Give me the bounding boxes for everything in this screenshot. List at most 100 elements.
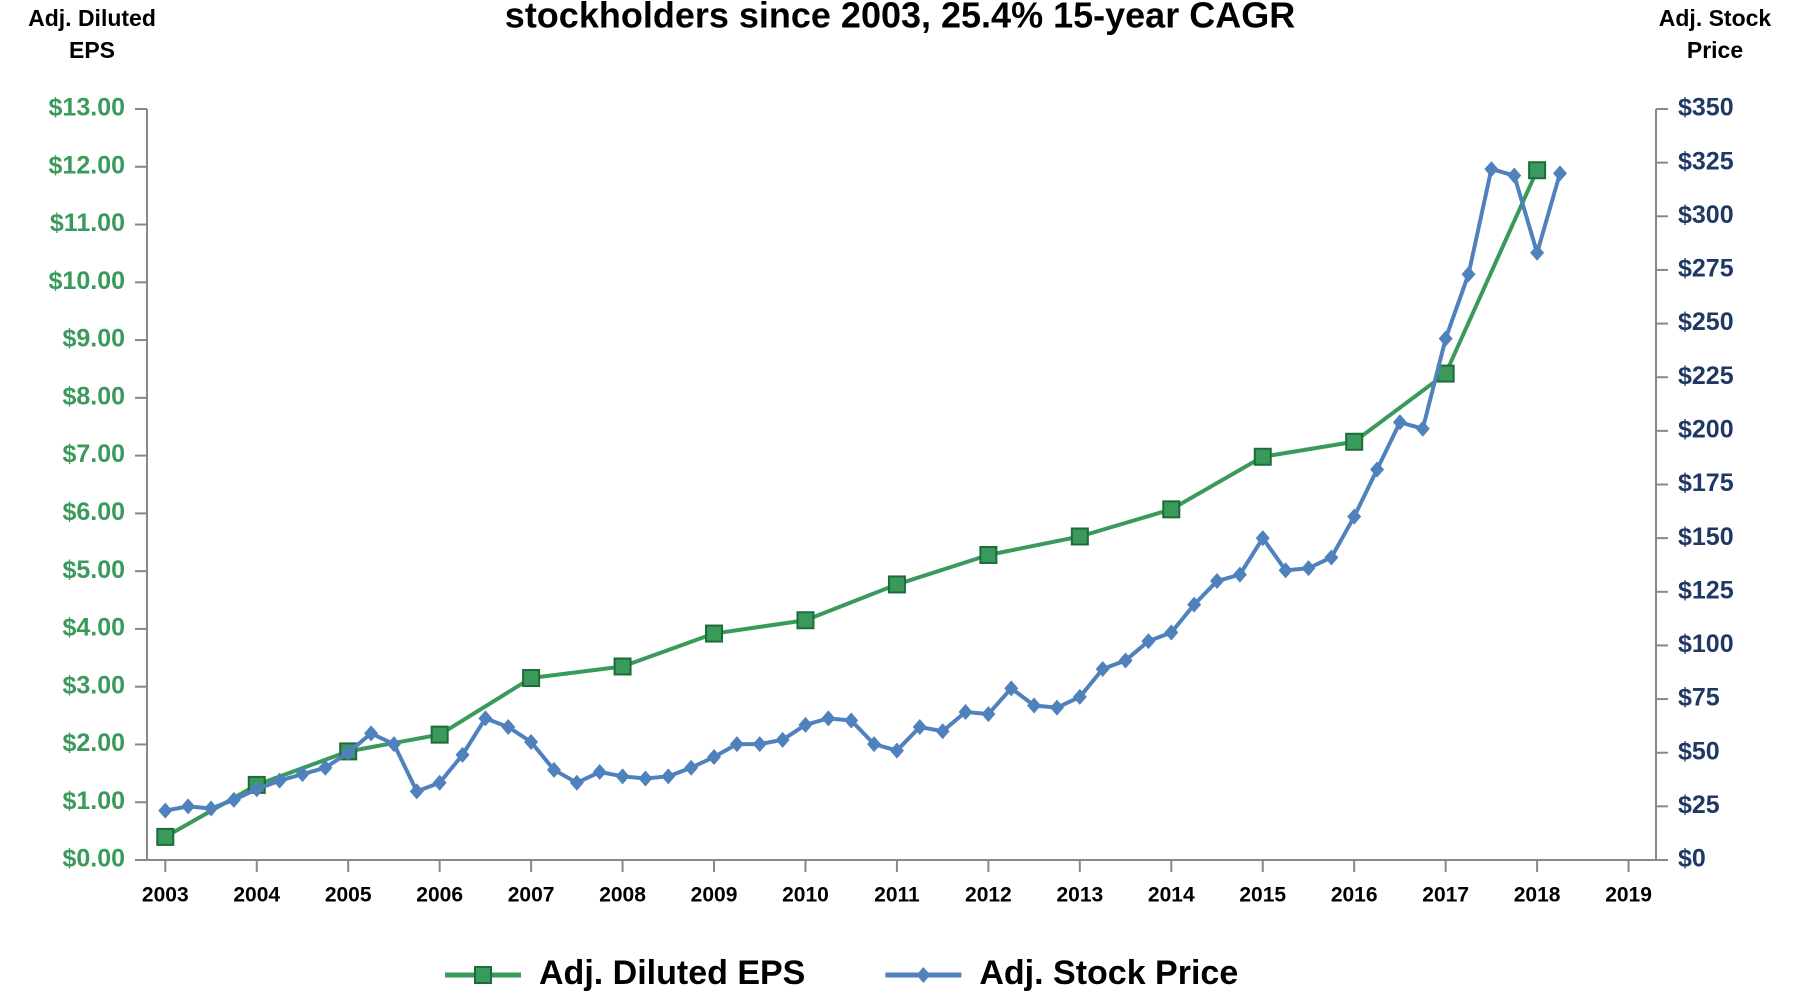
y-tick-label: $11.00 (50, 209, 125, 237)
marker (478, 710, 493, 727)
y-tick-label: $10.00 (49, 267, 125, 295)
marker (1141, 633, 1156, 650)
y2-tick-label: $325 (1678, 147, 1734, 175)
marker (1552, 165, 1567, 182)
y-tick-label: $2.00 (62, 729, 125, 757)
marker (1347, 508, 1362, 525)
x-tick-label: 2019 (1605, 884, 1652, 907)
marker (474, 966, 492, 984)
marker (1232, 566, 1247, 583)
y-axis-label: Adj. Diluted EPS (28, 5, 156, 63)
marker (705, 624, 724, 643)
marker (1484, 161, 1499, 178)
marker (181, 798, 196, 815)
marker (1461, 266, 1476, 283)
x-tick-label: 2013 (1056, 884, 1103, 907)
marker (318, 759, 333, 776)
marker (1095, 661, 1110, 678)
y-tick-label: $6.00 (62, 498, 125, 526)
marker (1253, 447, 1272, 466)
marker (158, 802, 173, 819)
y2-tick-label: $150 (1678, 523, 1734, 551)
marker (796, 611, 815, 630)
marker (430, 725, 449, 744)
marker (501, 718, 516, 735)
marker (889, 742, 904, 759)
y2-tick-label: $125 (1678, 576, 1734, 604)
legend-label: Adj. Diluted EPS (539, 954, 805, 992)
marker (684, 759, 699, 776)
x-tick-label: 2018 (1514, 884, 1561, 907)
marker (912, 718, 927, 735)
x-tick-label: 2015 (1239, 884, 1286, 907)
x-tick-label: 2010 (782, 884, 829, 907)
marker (1345, 432, 1364, 451)
y-tick-label: $7.00 (62, 440, 125, 468)
marker (1438, 330, 1453, 347)
y-tick-label: $1.00 (62, 787, 125, 815)
marker (1210, 573, 1225, 590)
marker (1049, 699, 1064, 716)
y2-tick-label: $200 (1678, 415, 1734, 443)
marker (409, 783, 424, 800)
chart-title: stockholders since 2003, 25.4% 15-year C… (505, 0, 1295, 36)
marker (522, 669, 541, 688)
y2-tick-label: $25 (1678, 791, 1720, 819)
marker (844, 712, 859, 729)
x-tick-label: 2016 (1331, 884, 1378, 907)
marker (1072, 688, 1087, 705)
y2-tick-label: $275 (1678, 255, 1734, 283)
marker (752, 736, 767, 753)
marker (546, 761, 561, 778)
x-tick-label: 2008 (599, 884, 646, 907)
x-tick-label: 2017 (1422, 884, 1469, 907)
marker (775, 731, 790, 748)
marker (569, 774, 584, 791)
marker (295, 766, 310, 783)
marker (249, 781, 264, 798)
marker (592, 764, 607, 781)
marker (1162, 500, 1181, 519)
y2-tick-label: $50 (1678, 737, 1720, 765)
y-tick-label: $4.00 (62, 614, 125, 642)
marker (226, 791, 241, 808)
marker (364, 725, 379, 742)
marker (916, 967, 931, 983)
y2-tick-label: $225 (1678, 362, 1734, 390)
x-tick-label: 2004 (233, 884, 280, 907)
y-tick-label: $13.00 (49, 94, 125, 122)
x-tick-label: 2014 (1148, 884, 1195, 907)
y2-tick-label: $0 (1678, 845, 1706, 873)
marker (615, 768, 630, 785)
marker (1507, 167, 1522, 184)
marker (729, 736, 744, 753)
marker (1415, 420, 1430, 437)
y-tick-label: $0.00 (62, 845, 125, 873)
marker (979, 545, 998, 564)
marker (613, 657, 632, 676)
x-tick-label: 2006 (416, 884, 463, 907)
y-tick-label: $12.00 (49, 151, 125, 179)
marker (707, 749, 722, 766)
marker (887, 575, 906, 594)
marker (432, 774, 447, 791)
y2-tick-label: $75 (1678, 684, 1720, 712)
x-tick-label: 2012 (965, 884, 1012, 907)
marker (798, 716, 813, 733)
marker (341, 744, 356, 761)
marker (1027, 697, 1042, 714)
x-tick-label: 2009 (691, 884, 738, 907)
marker (386, 736, 401, 753)
y2-tick-label: $100 (1678, 630, 1734, 658)
marker (524, 733, 539, 750)
marker (661, 768, 676, 785)
marker (1164, 624, 1179, 641)
marker (1255, 530, 1270, 547)
marker (1530, 244, 1545, 261)
marker (1187, 596, 1202, 613)
marker (935, 723, 950, 740)
marker (272, 772, 287, 789)
x-tick-label: 2005 (325, 884, 372, 907)
marker (1278, 562, 1293, 579)
